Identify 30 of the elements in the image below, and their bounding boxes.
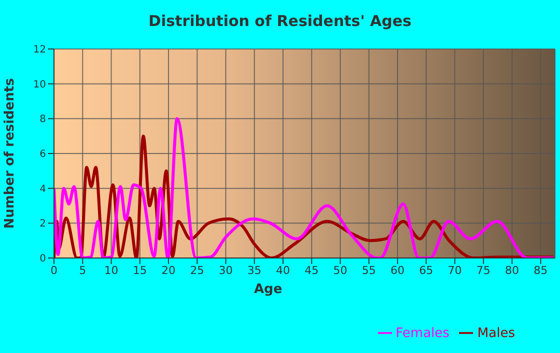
x-tick-label: 40 [276,264,290,277]
legend-label: Females [396,326,450,341]
x-tick-label: 5 [79,264,86,277]
x-tick-label: 45 [304,264,319,277]
x-tick-label: 60 [390,264,405,277]
y-tick-label: 8 [40,114,46,126]
x-tick-label: 10 [104,264,118,277]
x-tick-label: 70 [448,264,462,277]
x-tick-label: 55 [362,264,376,277]
x-tick-label: 25 [190,264,204,277]
x-tick-label: 65 [419,264,434,277]
x-tick-label: 50 [333,264,348,277]
y-tick-label: 4 [40,184,46,195]
x-axis-title: Age [254,282,282,298]
x-tick-label: 35 [247,264,262,277]
x-tick-label: 0 [50,264,58,277]
legend-label: Males [477,326,515,341]
x-tick-label: 15 [132,264,147,277]
chart-title: Distribution of Residents' Ages [148,12,412,30]
y-axis-title: Number of residents [2,78,18,229]
x-tick-label: 20 [162,264,176,277]
y-tick-label: 2 [40,218,46,230]
y-tick-label: 6 [40,149,46,160]
x-tick-label: 75 [476,264,490,277]
y-tick-label: 12 [33,44,46,56]
x-tick-label: 80 [505,264,520,277]
x-tick-label: 30 [218,264,233,277]
x-tick-label: 85 [534,264,548,277]
y-tick-label: 0 [40,254,46,265]
y-tick-label: 10 [33,79,46,90]
